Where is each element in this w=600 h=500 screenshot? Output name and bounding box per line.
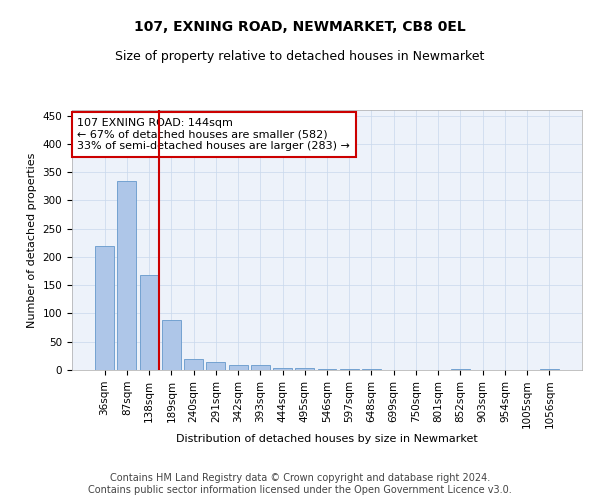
X-axis label: Distribution of detached houses by size in Newmarket: Distribution of detached houses by size …	[176, 434, 478, 444]
Bar	[162, 320, 181, 370]
Bar	[317, 369, 337, 370]
Bar	[273, 368, 292, 370]
Bar	[295, 368, 314, 370]
Bar	[140, 275, 158, 370]
Bar	[229, 366, 248, 370]
Bar	[251, 366, 270, 370]
Bar	[206, 362, 225, 370]
Text: Size of property relative to detached houses in Newmarket: Size of property relative to detached ho…	[115, 50, 485, 63]
Text: Contains HM Land Registry data © Crown copyright and database right 2024.
Contai: Contains HM Land Registry data © Crown c…	[88, 474, 512, 495]
Text: 107, EXNING ROAD, NEWMARKET, CB8 0EL: 107, EXNING ROAD, NEWMARKET, CB8 0EL	[134, 20, 466, 34]
Bar	[340, 369, 359, 370]
Bar	[118, 180, 136, 370]
Y-axis label: Number of detached properties: Number of detached properties	[27, 152, 37, 328]
Bar	[95, 246, 114, 370]
Bar	[184, 358, 203, 370]
Text: 107 EXNING ROAD: 144sqm
← 67% of detached houses are smaller (582)
33% of semi-d: 107 EXNING ROAD: 144sqm ← 67% of detache…	[77, 118, 350, 151]
